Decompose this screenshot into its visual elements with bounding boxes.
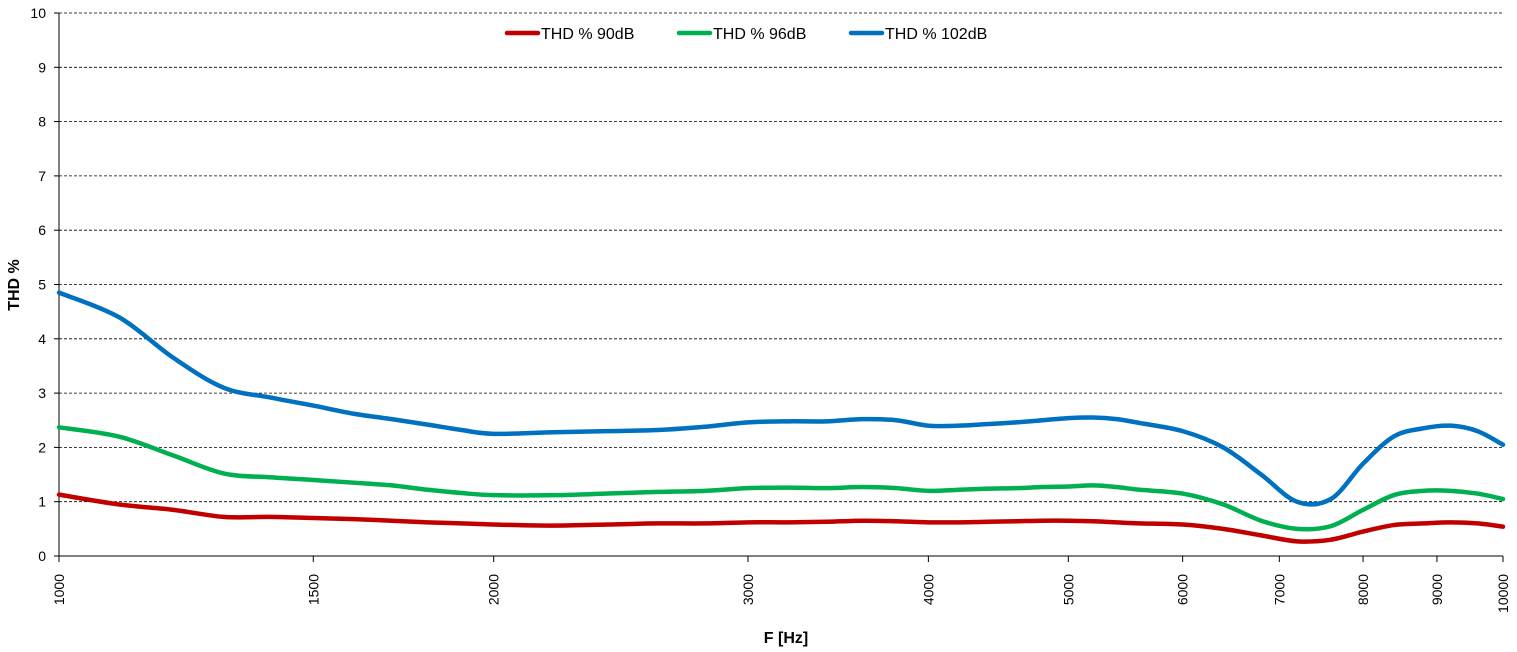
y-tick-label: 3 bbox=[38, 385, 46, 401]
y-tick-label: 2 bbox=[38, 439, 46, 455]
y-tick-label: 8 bbox=[38, 114, 46, 130]
x-tick-label: 8000 bbox=[1355, 574, 1371, 605]
y-tick-label: 1 bbox=[38, 494, 46, 510]
legend-label-3: THD % 102dB bbox=[885, 26, 987, 43]
x-tick-label: 6000 bbox=[1175, 574, 1191, 605]
x-tick-label: 9000 bbox=[1429, 574, 1445, 605]
y-tick-labels: 0 1 2 3 4 5 6 7 8 9 10 bbox=[30, 5, 59, 564]
legend-label-2: THD % 96dB bbox=[713, 26, 806, 43]
y-tick-label: 10 bbox=[30, 5, 46, 21]
x-tick-label: 4000 bbox=[920, 574, 936, 605]
x-tick-labels: 1000 1500 2000 3000 4000 5000 6000 7000 8000 9000… bbox=[51, 556, 1511, 613]
y-axis-title: THD % bbox=[6, 259, 23, 311]
series-lines bbox=[56, 290, 1506, 544]
legend-label-1: THD % 90dB bbox=[541, 26, 634, 43]
x-tick-label: 3000 bbox=[740, 574, 756, 605]
y-tick-label: 9 bbox=[38, 59, 46, 75]
y-tick-label: 7 bbox=[38, 168, 46, 184]
y-tick-label: 0 bbox=[38, 548, 46, 564]
x-tick-label: 2000 bbox=[486, 574, 502, 605]
x-tick-label: 10000 bbox=[1495, 574, 1511, 613]
series-line-2 bbox=[56, 425, 1506, 532]
y-tick-label: 6 bbox=[38, 222, 46, 238]
x-tick-label: 5000 bbox=[1060, 574, 1076, 605]
horizontal-gridlines bbox=[59, 12, 1503, 503]
chart-legend: THD % 90dB THD % 96dB THD % 102dB bbox=[504, 26, 987, 43]
x-tick-label: 1000 bbox=[51, 574, 67, 605]
x-axis-title: F [Hz] bbox=[764, 630, 808, 647]
y-tick-label: 4 bbox=[38, 331, 46, 347]
x-tick-label: 7000 bbox=[1271, 574, 1287, 605]
series-line-1 bbox=[56, 492, 1506, 544]
x-tick-label: 1500 bbox=[305, 574, 321, 605]
y-tick-label: 5 bbox=[38, 277, 46, 293]
series-line-3 bbox=[56, 290, 1506, 507]
